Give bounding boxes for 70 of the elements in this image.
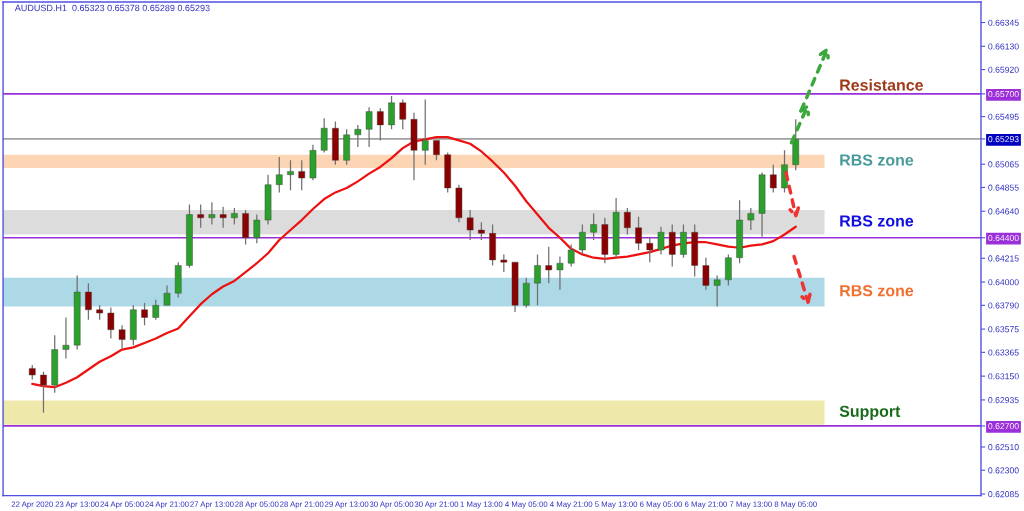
y-tick-label: 0.62700: [988, 423, 1019, 430]
candlestick: [646, 236, 654, 263]
candlestick: [388, 95, 395, 130]
candlestick: [668, 223, 676, 268]
y-tick-label: 0.63150: [988, 373, 1019, 380]
candlestick: [365, 106, 373, 148]
candlestick: [141, 302, 148, 326]
candlestick: [635, 216, 642, 251]
candlestick: [769, 164, 777, 194]
candlestick: [433, 139, 440, 161]
y-tick-label: 0.63365: [988, 349, 1019, 356]
candlestick: [287, 159, 294, 191]
candlestick: [522, 277, 530, 309]
candlestick: [197, 203, 204, 229]
y-tick-label: 0.64400: [988, 234, 1019, 241]
candlestick: [534, 253, 541, 306]
y-tick-label: 0.65495: [988, 113, 1019, 120]
candlestick: [556, 255, 564, 291]
candlestick: [725, 253, 732, 287]
y-tick-label: 0.64640: [988, 208, 1019, 215]
y-tick-label: 0.62300: [988, 467, 1019, 474]
candlestick: [40, 371, 47, 414]
candlestick: [354, 124, 362, 148]
candlestick: [624, 207, 631, 236]
line-series: [31, 135, 797, 389]
y-tick-label: 0.65700: [988, 91, 1019, 98]
y-tick-label: 0.65065: [988, 161, 1019, 168]
candlestick: [208, 201, 216, 226]
candlestick: [62, 316, 70, 360]
candlestick: [747, 207, 755, 231]
y-tick-label: 0.62085: [988, 491, 1019, 498]
candlestick: [590, 212, 597, 241]
candlestick: [275, 156, 283, 194]
y-tick-label: 0.64855: [988, 184, 1019, 191]
y-tick-label: 0.66130: [988, 43, 1019, 50]
candlestick: [713, 274, 721, 308]
candlestick: [567, 243, 575, 268]
candlestick: [163, 284, 171, 306]
candlestick: [219, 206, 227, 229]
candlestick: [253, 213, 261, 244]
y-tick-label: 0.63575: [988, 326, 1019, 333]
candlestick: [377, 107, 384, 142]
candlestick: [85, 282, 92, 321]
candlestick: [320, 117, 328, 154]
annotation: Resistance: [840, 79, 923, 91]
candlestick: [399, 98, 407, 130]
y-tick-label: 0.65920: [988, 66, 1019, 73]
candlestick: [466, 209, 474, 241]
candlestick: [152, 299, 160, 321]
candlestick: [579, 223, 586, 256]
candlestick: [680, 223, 687, 259]
y-tick-label: 0.66345: [988, 19, 1019, 26]
y-tick-label: 0.63790: [988, 302, 1019, 309]
y-tick-label: 0.65293: [988, 136, 1019, 143]
candlestick: [702, 257, 710, 291]
candlestick: [657, 226, 665, 256]
text: Support: [839, 405, 901, 421]
annotation: AUDUSD.H1 0.65323 0.65378 0.65289 0.65293: [14, 4, 210, 12]
candlestick: [298, 159, 306, 191]
candlestick: [545, 246, 553, 284]
candlestick: [421, 98, 429, 166]
text: RBS zone: [840, 215, 914, 227]
y-tick-label: 0.62935: [988, 397, 1019, 404]
candlestick: [107, 306, 115, 340]
y-tick-label: 0.62510: [988, 444, 1019, 451]
y-tick-label: 0.64000: [988, 279, 1019, 286]
candlestick: [118, 324, 126, 350]
text: RBS zone: [840, 285, 914, 297]
y-tick-label: 0.64215: [988, 255, 1019, 262]
text: RBS zone: [840, 154, 914, 166]
